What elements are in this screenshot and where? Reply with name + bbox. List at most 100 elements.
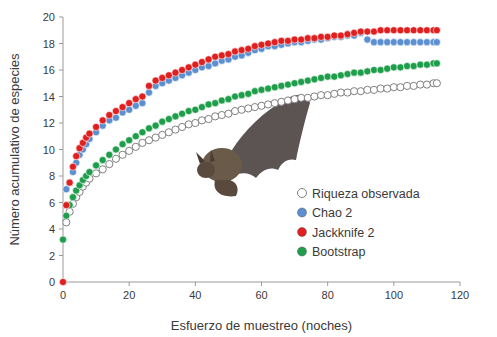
data-point — [192, 61, 199, 68]
data-point — [132, 96, 139, 103]
data-point — [324, 33, 331, 40]
data-point — [73, 153, 80, 160]
x-axis-label: Esfuerzo de muestreo (noches) — [171, 318, 352, 333]
x-tick-label: 100 — [385, 289, 403, 301]
data-point — [63, 212, 70, 219]
y-tick-label: 6 — [49, 197, 55, 209]
data-point — [59, 278, 66, 285]
legend: Riqueza observadaChao 2Jackknife 2Bootst… — [298, 187, 420, 260]
data-point — [231, 48, 238, 55]
data-point — [284, 81, 291, 88]
data-point — [370, 86, 377, 93]
data-point — [218, 111, 225, 118]
data-point — [126, 106, 133, 113]
legend-label: Bootstrap — [312, 245, 366, 259]
data-point — [357, 28, 364, 35]
data-point — [317, 33, 324, 40]
data-point — [298, 78, 305, 85]
data-point — [63, 186, 70, 193]
data-point — [258, 102, 265, 109]
x-tick — [261, 282, 262, 286]
data-point — [179, 66, 186, 73]
x-tick-label: 40 — [189, 289, 201, 301]
x-tick-label: 120 — [451, 289, 469, 301]
data-point — [370, 39, 377, 46]
legend-marker — [298, 247, 307, 256]
data-point — [298, 36, 305, 43]
data-point — [364, 68, 371, 75]
data-point — [132, 133, 139, 140]
data-point — [126, 147, 133, 154]
data-point — [152, 122, 159, 129]
x-tick — [327, 282, 328, 286]
data-point — [172, 69, 179, 76]
data-point — [165, 72, 172, 79]
data-point — [311, 35, 318, 42]
data-point — [198, 104, 205, 111]
data-point — [384, 27, 391, 34]
data-point — [139, 93, 146, 100]
y-tick — [59, 43, 63, 44]
bat-head — [197, 162, 215, 178]
data-point — [92, 170, 99, 177]
legend-marker — [298, 189, 307, 198]
data-point — [337, 32, 344, 39]
data-point — [284, 97, 291, 104]
legend-label: Riqueza observada — [312, 187, 420, 201]
data-point — [377, 39, 384, 46]
data-point — [331, 73, 338, 80]
y-tick — [59, 123, 63, 124]
plot-area — [59, 27, 440, 286]
data-point — [258, 41, 265, 48]
y-tick — [59, 255, 63, 256]
data-point — [126, 137, 133, 144]
data-point — [344, 70, 351, 77]
data-point — [205, 62, 212, 69]
data-point — [423, 61, 430, 68]
data-point — [225, 96, 232, 103]
data-point — [245, 90, 252, 97]
data-point — [192, 106, 199, 113]
data-point — [165, 115, 172, 122]
y-tick-label: 8 — [49, 170, 55, 182]
y-tick-label: 0 — [49, 276, 55, 288]
data-point — [433, 80, 440, 87]
data-point — [304, 77, 311, 84]
data-point — [433, 39, 440, 46]
data-point — [212, 113, 219, 120]
data-point — [278, 37, 285, 44]
y-tick — [59, 176, 63, 177]
y-tick-label: 14 — [43, 91, 55, 103]
bat-wing — [232, 95, 310, 178]
data-point — [370, 28, 377, 35]
data-point — [212, 100, 219, 107]
data-point — [351, 69, 358, 76]
data-point — [238, 47, 245, 54]
data-point — [377, 66, 384, 73]
data-point — [99, 166, 106, 173]
data-point — [271, 100, 278, 107]
bat-tail — [214, 180, 237, 196]
x-tick — [195, 282, 196, 286]
data-point — [417, 61, 424, 68]
x-tick — [460, 282, 461, 286]
data-point — [370, 66, 377, 73]
data-point — [245, 45, 252, 52]
y-tick-label: 2 — [49, 250, 55, 262]
x-tick-label: 60 — [255, 289, 267, 301]
data-point — [231, 107, 238, 114]
y-tick-label: 10 — [43, 144, 55, 156]
data-point — [423, 81, 430, 88]
data-point — [364, 36, 371, 43]
data-point — [145, 125, 152, 132]
data-point — [331, 90, 338, 97]
data-point — [238, 92, 245, 99]
data-point — [351, 29, 358, 36]
data-point — [145, 89, 152, 96]
data-point — [291, 36, 298, 43]
data-point — [423, 27, 430, 34]
data-point — [59, 236, 66, 243]
y-tick-label: 16 — [43, 64, 55, 76]
data-point — [311, 76, 318, 83]
data-point — [357, 88, 364, 95]
